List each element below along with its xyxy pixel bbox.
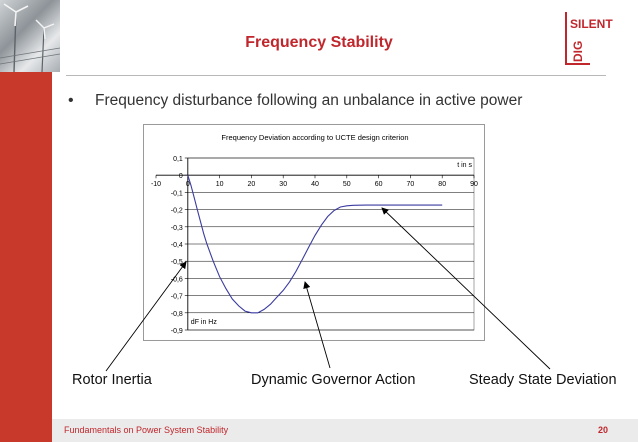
x-tick-label: 60 [375,181,383,188]
wind-turbine-photo [0,0,60,72]
x-tick-label: 80 [438,181,446,188]
footer-title: Fundamentals on Power System Stability [64,425,229,435]
logo-text-top: SILENT [570,17,613,31]
chart-container: Frequency Deviation according to UCTE de… [143,124,485,341]
y-tick-label: -0,4 [171,242,183,249]
slide-title: Frequency Stability [245,34,393,51]
governor-action-label: Dynamic Governor Action [251,372,416,388]
y-tick-label: -0,3 [171,225,183,232]
chart-title: Frequency Deviation according to UCTE de… [221,133,409,142]
page-number: 20 [598,425,609,435]
y-tick-label: 0,1 [173,156,183,163]
y-tick-label: -0,5 [171,259,183,266]
x-tick-label: 10 [216,181,224,188]
y-tick-label: -0,2 [171,208,183,215]
x-tick-label: 20 [248,181,256,188]
x-tick-label: 70 [407,181,415,188]
x-tick-label: 30 [279,181,287,188]
y-tick-label: -0,1 [171,190,183,197]
x-tick-label: 0 [186,181,190,188]
frequency-deviation-chart: 0,10-0,1-0,2-0,3-0,4-0,5-0,6-0,7-0,8-0,9… [151,156,478,335]
logo-text-side: DIG [571,41,585,62]
x-tick-label: -10 [151,181,161,188]
title-divider [66,75,606,76]
x-tick-label: 90 [470,181,478,188]
y-tick-label: -0,7 [171,294,183,301]
left-accent-bar [0,0,52,442]
bullet-marker: • [68,92,74,109]
footer-bar [52,419,638,442]
company-logo: SILENT DIG [556,8,622,70]
y-tick-label: -0,8 [171,311,183,318]
x-tick-label: 40 [311,181,319,188]
x-axis-label: t in s [457,162,472,169]
y-tick-label: 0 [179,173,183,180]
steady-state-label: Steady State Deviation [469,372,617,388]
bullet-text: Frequency disturbance following an unbal… [95,92,523,109]
x-tick-label: 50 [343,181,351,188]
y-tick-label: -0,6 [171,276,183,283]
y-axis-label: dF in Hz [191,319,218,326]
rotor-inertia-label: Rotor Inertia [72,372,152,388]
frequency-deviation-line [187,175,443,314]
y-tick-label: -0,9 [171,328,183,335]
